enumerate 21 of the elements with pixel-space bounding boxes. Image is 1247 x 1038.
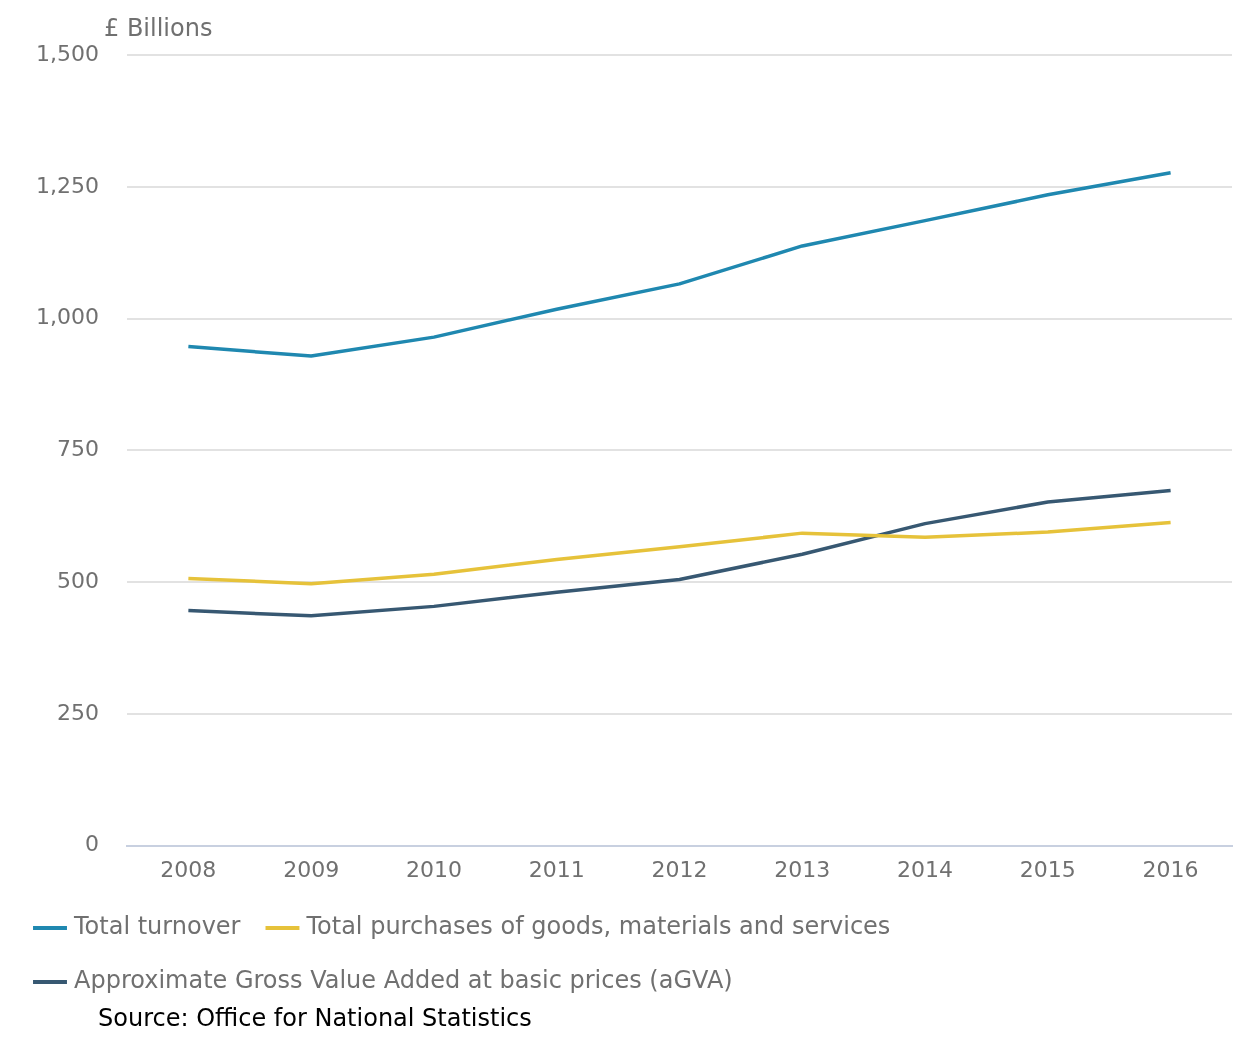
x-tick-label: 2013 <box>774 856 831 882</box>
y-tick-label: 250 <box>56 699 99 725</box>
y-tick-label: 1,500 <box>36 40 99 66</box>
x-tick-label: 2014 <box>897 856 954 882</box>
source-note: Source: Office for National Statistics <box>98 1004 533 1032</box>
y-axis-title: £ Billions <box>104 14 213 42</box>
x-tick-label: 2010 <box>405 856 462 882</box>
legend-label: Total purchases of goods, materials and services <box>305 912 891 941</box>
legend-label: Approximate Gross Value Added at basic prices (aGVA) <box>74 966 733 995</box>
y-tick-label: 1,250 <box>36 172 99 198</box>
x-tick-label: 2012 <box>651 856 708 882</box>
x-tick-label: 2016 <box>1142 856 1199 882</box>
x-tick-label: 2015 <box>1019 856 1076 882</box>
x-tick-label: 2008 <box>160 856 217 882</box>
x-tick-label: 2011 <box>528 856 585 882</box>
legend-label: Total turnover <box>73 912 241 941</box>
y-tick-label: 500 <box>56 567 99 593</box>
y-tick-label: 0 <box>84 831 99 857</box>
y-tick-label: 750 <box>56 436 99 462</box>
x-tick-label: 2009 <box>283 856 340 882</box>
y-tick-label: 1,000 <box>36 304 99 330</box>
